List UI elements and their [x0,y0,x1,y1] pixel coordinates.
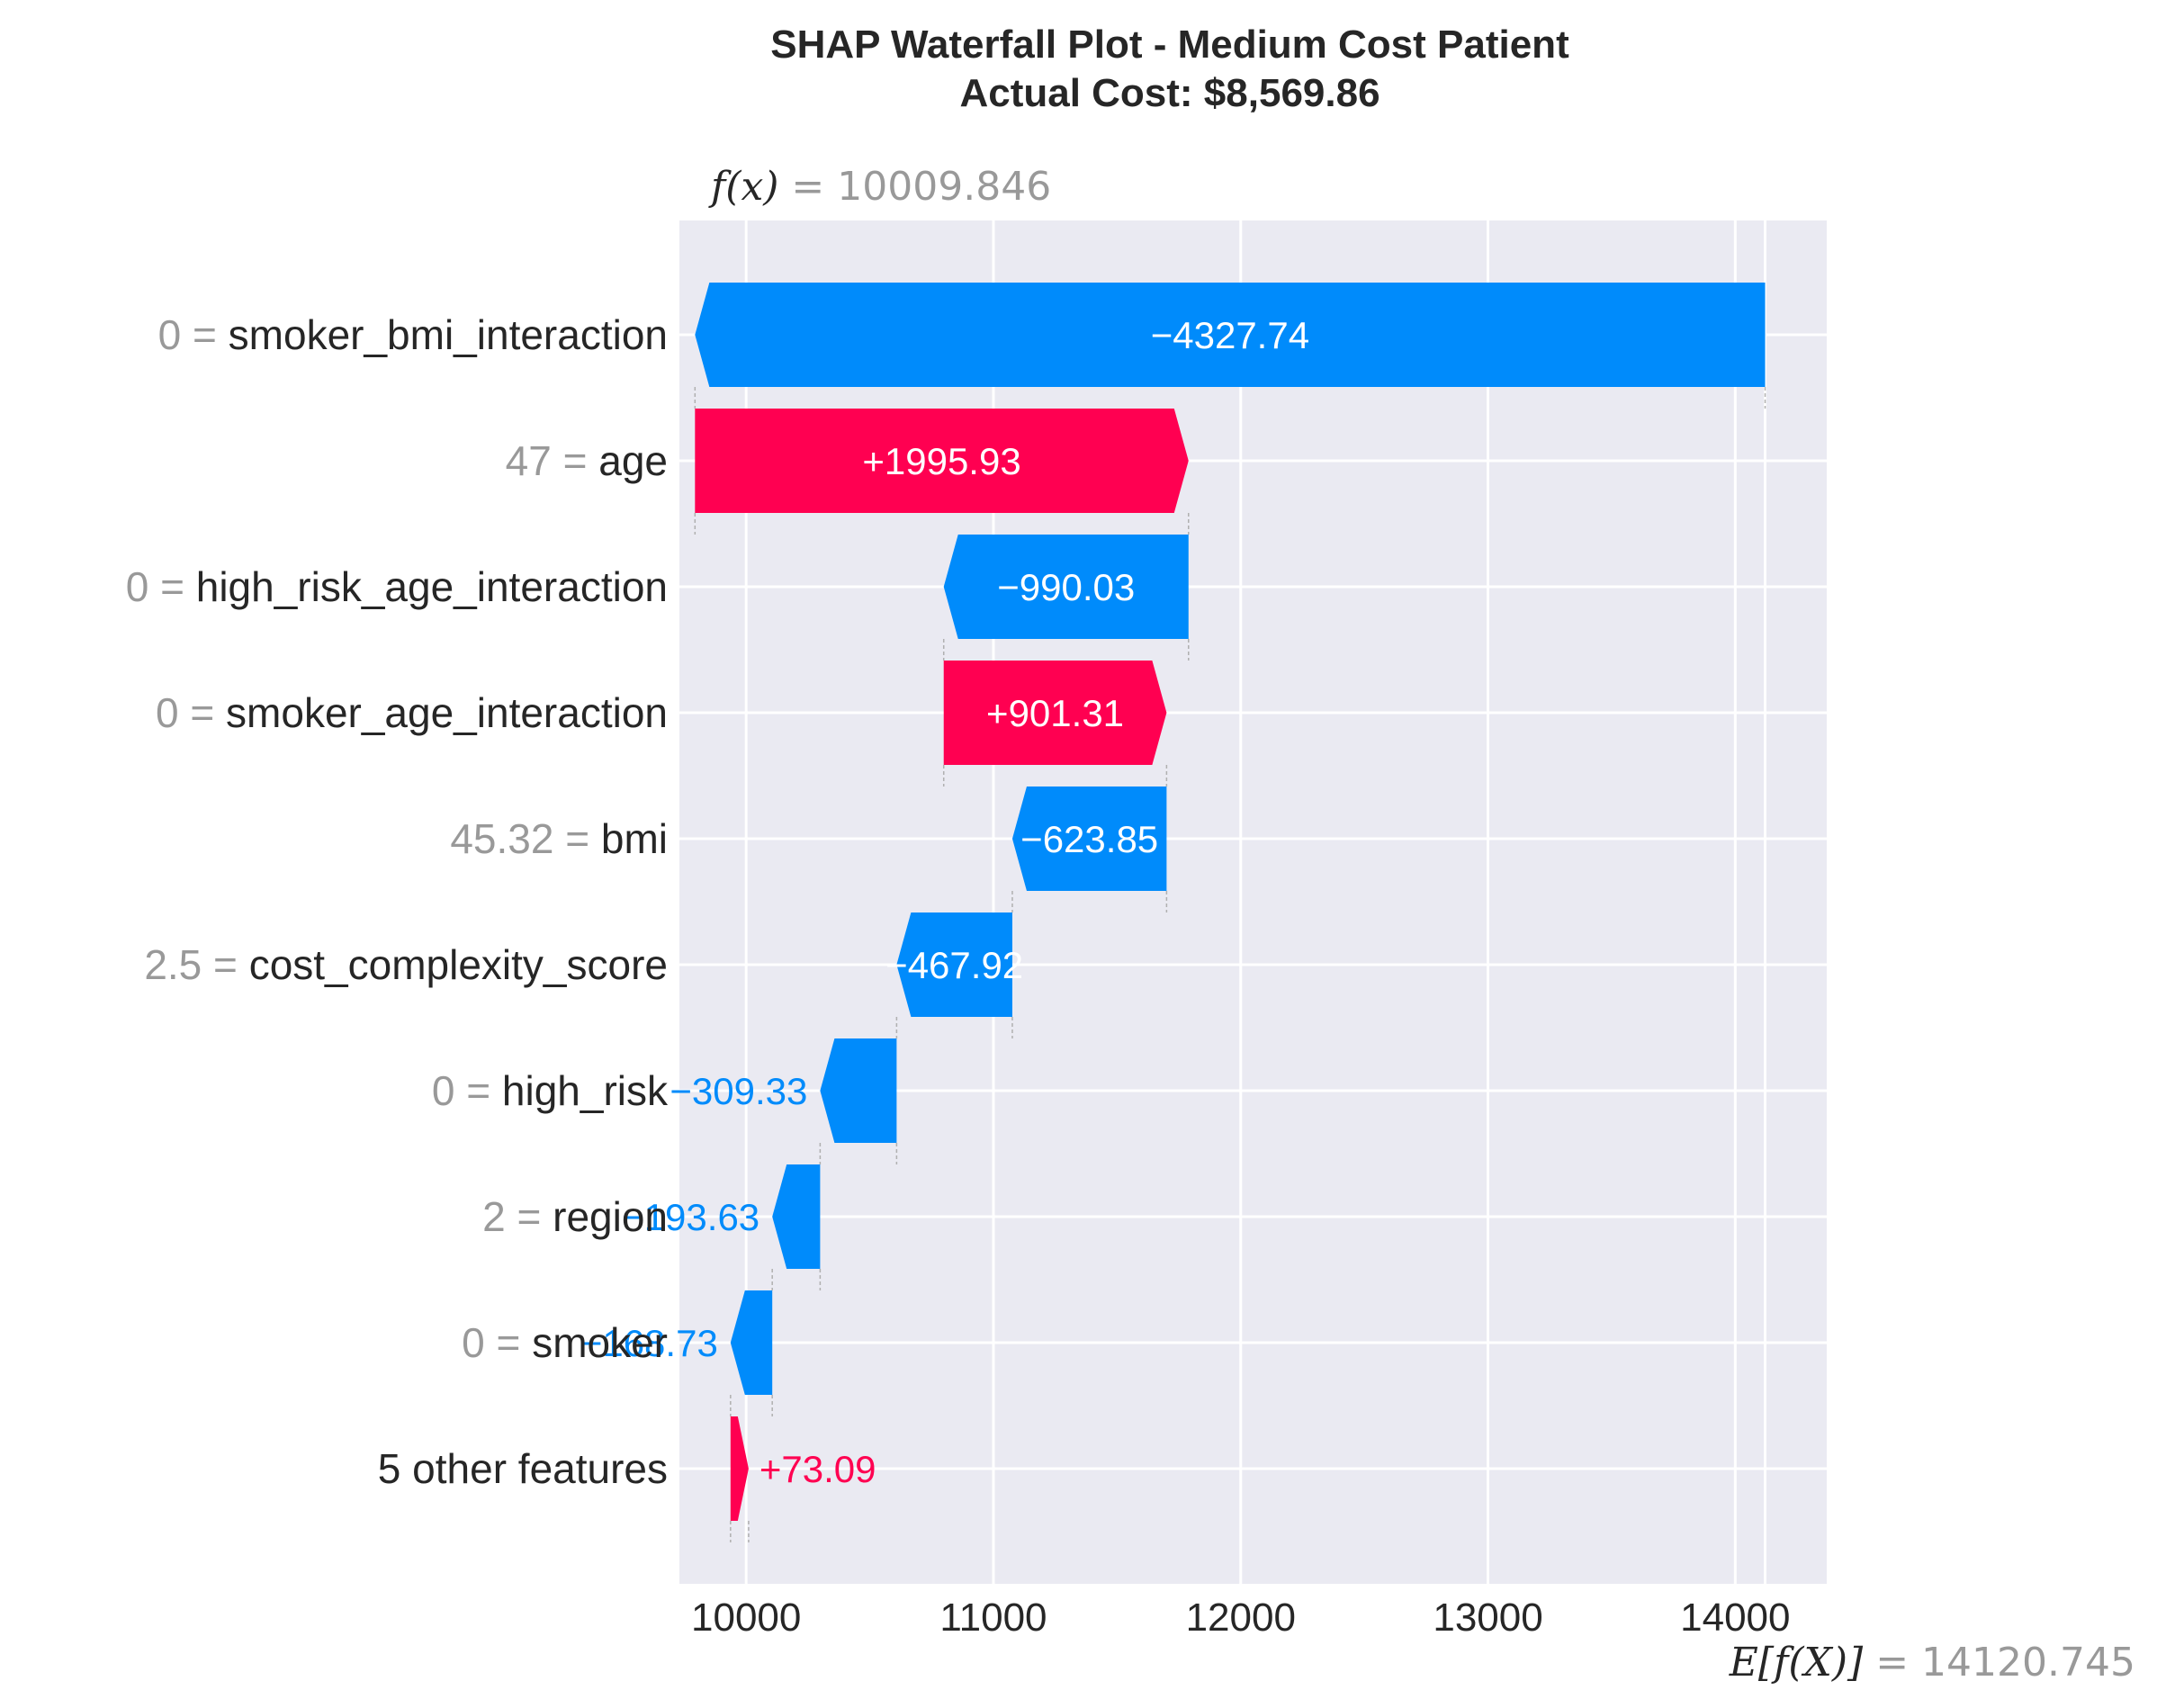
x-tick-label: 11000 [939,1596,1047,1640]
feature-value: 0 = [126,563,196,610]
x-tick-label: 10000 [691,1596,801,1640]
feature-name: smoker [532,1319,668,1366]
chart-subtitle: Actual Cost: $8,569.86 [959,71,1380,115]
chart-title: SHAP Waterfall Plot - Medium Cost Patien… [770,22,1569,67]
feature-value: 2 = [482,1193,553,1240]
feature-name: smoker_bmi_interaction [229,311,668,358]
feature-name: region [553,1193,668,1240]
bar-value-label: −193.63 [622,1196,759,1238]
bar-value-label: −4327.74 [1151,314,1309,356]
feature-value: 0 = [156,689,226,736]
bar-value-label: −309.33 [670,1070,807,1112]
feature-label: 0 = high_risk_age_interaction [126,563,668,610]
x-tick-label: 14000 [1680,1596,1790,1640]
feature-name: 5 other features [378,1445,668,1492]
feature-value: 0 = [158,311,229,358]
feature-label: 0 = high_risk [432,1067,669,1114]
positive-bar [695,409,1189,513]
bar-value-label: +1995.93 [862,440,1020,482]
base-annotation: E[f(X)] = 14120.745 [1729,1640,2135,1686]
bar-value-label: −623.85 [1020,818,1158,860]
feature-name: high_risk [502,1067,669,1114]
feature-value: 0 = [432,1067,502,1114]
feature-name: smoker_age_interaction [226,689,668,736]
positive-bar [730,1416,749,1521]
feature-label: 2 = region [482,1193,668,1240]
fx-annotation: f(x) = 10009.846 [708,164,1051,210]
bars: −4327.74 +1995.93 −990.03 +901.31 −623.85 −46… [580,283,1766,1542]
negative-bar [943,535,1189,639]
grid-lines [679,220,1827,1584]
x-tick-labels: 10000 11000 12000 13000 14000 [691,1596,1790,1640]
x-tick-label: 13000 [1433,1596,1542,1640]
feature-label: 45.32 = bmi [450,815,668,862]
feature-name: bmi [601,815,668,862]
feature-value: 45.32 = [450,815,601,862]
negative-bar [772,1164,821,1269]
bar-value-label: −467.92 [885,944,1023,986]
feature-name: age [598,437,668,484]
feature-labels: 0 = smoker_bmi_interaction 47 = age 0 = hi… [126,311,669,1492]
bar-value-label: −168.73 [580,1322,718,1364]
positive-bar [943,661,1167,765]
feature-label: 0 = smoker_age_interaction [156,689,668,736]
feature-name: high_risk_age_interaction [196,563,668,610]
negative-bar [1011,787,1167,891]
bar-value-label: +73.09 [759,1448,876,1490]
negative-bar [730,1290,773,1395]
bar-value-label: −990.03 [997,566,1135,608]
negative-bar [896,912,1012,1017]
feature-label: 0 = smoker [462,1319,668,1366]
feature-name: cost_complexity_score [249,941,668,988]
feature-label: 47 = age [506,437,668,484]
negative-bar [820,1038,897,1143]
feature-label: 5 other features [378,1445,668,1492]
feature-value: 0 = [462,1319,532,1366]
feature-value: 47 = [506,437,599,484]
feature-value: 2.5 = [144,941,248,988]
base-value: 14120.745 [1921,1640,2135,1686]
bar-value-label: +901.31 [986,692,1124,734]
feature-label: 2.5 = cost_complexity_score [144,941,668,988]
x-tick-label: 12000 [1186,1596,1296,1640]
negative-bar [695,283,1766,387]
fx-value: 10009.846 [837,164,1051,210]
feature-label: 0 = smoker_bmi_interaction [158,311,668,358]
